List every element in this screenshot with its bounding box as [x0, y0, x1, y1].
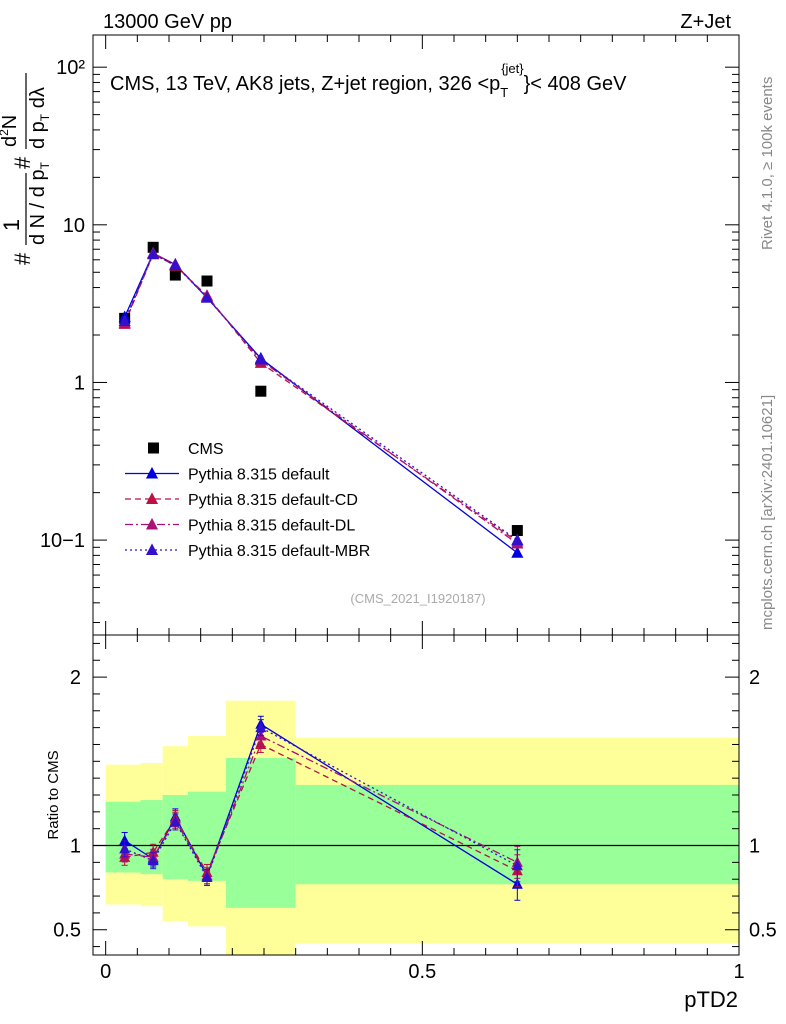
header-right-label: Z+Jet [680, 11, 731, 33]
chart-title-sub: T [500, 85, 508, 100]
cms-data-point [201, 275, 213, 287]
ratio-point-3 [201, 871, 213, 883]
chart-title: CMS, 13 TeV, AK8 jets, Z+jet region, 326… [110, 61, 627, 100]
main-point-4 [169, 258, 182, 271]
x-axis-label: pTD2 [684, 987, 738, 1012]
ylabel-hash-1: # [10, 252, 35, 265]
analysis-watermark: (CMS_2021_I1920187) [350, 591, 485, 606]
main-y-tick-label: 10−1 [40, 530, 85, 552]
mcplots-label: mcplots.cern.ch [arXiv:2401.10621] [759, 395, 776, 630]
legend-marker-2 [145, 492, 159, 504]
main-y-tick-label: 1 [74, 372, 85, 394]
cms-data-point [255, 385, 267, 397]
main-series-markers [118, 241, 524, 558]
ratio-y-tick-label: 0.5 [53, 920, 81, 942]
legend-label-0: CMS [188, 441, 224, 458]
ylabel-d2n: d2N [0, 115, 21, 147]
x-tick-label: 1 [733, 961, 744, 983]
ratio-point-3 [119, 842, 131, 854]
ratio-y-tick-label-right: 2 [749, 667, 760, 689]
ratio-point-0 [119, 834, 131, 845]
ratio-band-green-4 [226, 757, 296, 908]
ratio-y-tick-label-right: 1 [749, 836, 760, 858]
ratio-y-tick-label: 1 [70, 836, 81, 858]
main-y-axis-label: # 1 d N / d pT # d2N d pT dλ [0, 73, 52, 265]
ylabel-hash-2: # [10, 156, 35, 169]
ratio-line-3 [124, 726, 518, 880]
main-series-lines [124, 252, 518, 554]
main-y-tick-label: 10² [56, 57, 85, 79]
ratio-y-axis-label: Ratio to CMS [45, 750, 62, 839]
cms-data-point [511, 525, 523, 537]
legend-marker-4 [145, 543, 159, 555]
legend-marker-1 [145, 466, 159, 479]
ratio-series-markers [119, 715, 523, 901]
main-y-tick-label: 10 [63, 215, 85, 237]
chart-title-sup: {jet} [501, 61, 524, 76]
legend-label-1: Pythia 8.315 default [188, 467, 330, 484]
ratio-point-3 [169, 815, 181, 827]
x-tick-label: 0.5 [408, 961, 436, 983]
main-point-4 [147, 247, 160, 260]
ratio-y-tick-label: 2 [70, 667, 81, 689]
ylabel-one: 1 [0, 219, 24, 231]
ylabel-dpt-dlambda: d pT dλ [27, 87, 52, 149]
main-point-4 [511, 533, 524, 546]
ratio-point-3 [147, 854, 159, 866]
legend-label-2: Pythia 8.315 default-CD [188, 492, 358, 509]
ylabel-dn-dpt: d N / d pT [27, 161, 52, 245]
rivet-version-label: Rivet 4.1.0, ≥ 100k events [759, 77, 776, 250]
legend-marker-3 [145, 517, 159, 530]
axis-ticks [93, 35, 740, 955]
legend-marker-cms [148, 442, 159, 454]
ratio-uncertainty-bands [93, 700, 739, 955]
main-point-4 [254, 352, 267, 365]
legend-label-4: Pythia 8.315 default-MBR [188, 543, 370, 560]
main-point-1 [511, 546, 524, 558]
main-point-4 [118, 314, 131, 327]
ratio-y-tick-label-right: 0.5 [749, 920, 777, 942]
ratio-line-1 [124, 743, 518, 874]
ratio-point-3 [255, 721, 267, 733]
legend: CMS Pythia 8.315 default Pythia 8.315 defa… [125, 441, 370, 560]
chart-title-prefix: CMS, 13 TeV, AK8 jets, Z+jet region, 326… [110, 73, 500, 95]
x-tick-label: 0 [100, 961, 111, 983]
legend-label-3: Pythia 8.315 default-DL [188, 518, 355, 535]
main-point-4 [200, 291, 214, 303]
header-left-label: 13000 GeV pp [103, 11, 232, 33]
cms-data-point [169, 269, 181, 281]
ratio-point-3 [511, 859, 523, 871]
ratio-band-green-2 [162, 795, 188, 880]
main-line-4 [124, 253, 518, 541]
chart-title-suffix: }< 408 GeV [524, 73, 628, 95]
